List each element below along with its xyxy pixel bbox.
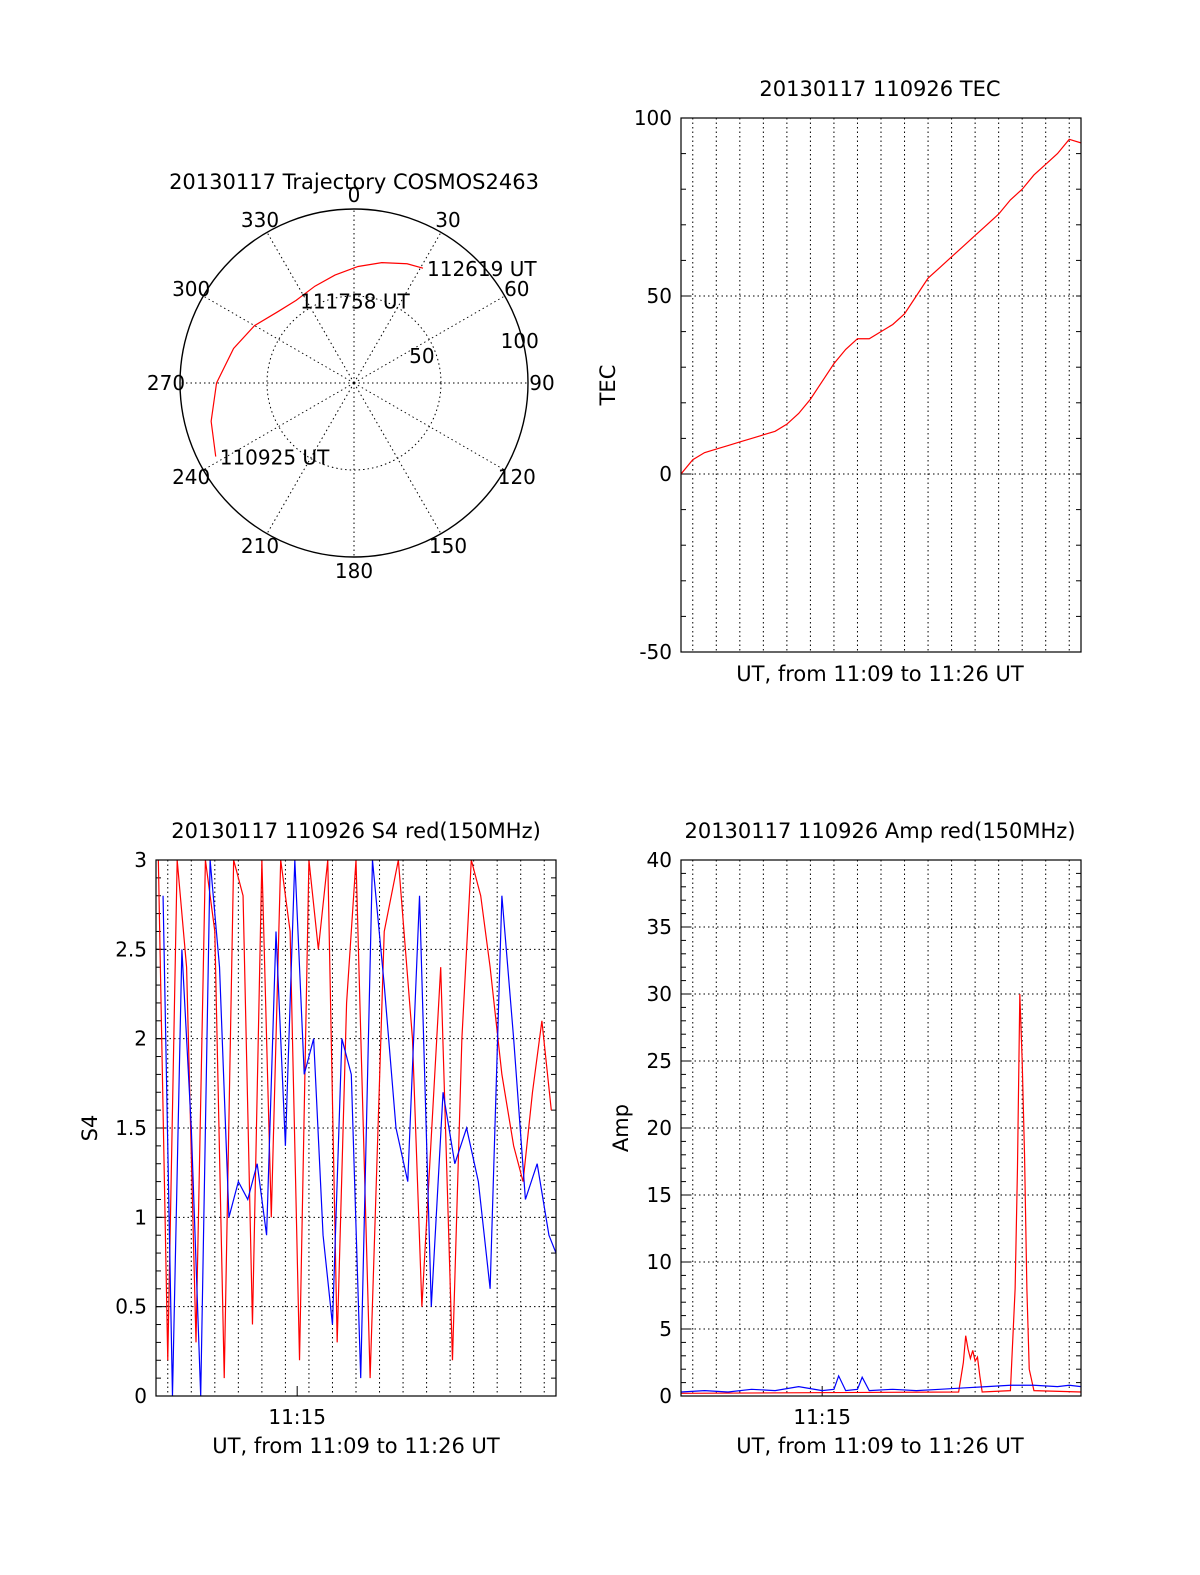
trajectory-title: 20130117 Trajectory COSMOS2463 [169, 170, 539, 194]
amp-title: 20130117 110926 Amp red(150MHz) [684, 819, 1075, 843]
polar-angle-label: 330 [241, 208, 279, 232]
polar-angle-label: 240 [172, 465, 210, 489]
polar-angle-label: 120 [498, 465, 536, 489]
trajectory-annotation: 111758 UT [300, 289, 410, 313]
amp-chart: 20130117 110926 Amp red(150MHz) Amp UT, … [609, 819, 1082, 1458]
tec-title: 20130117 110926 TEC [759, 77, 1000, 101]
s4-plot-area: 0 0.5 1 1.5 2 2.5 3 11:15 [115, 848, 557, 1429]
trajectory-annotation: 110925 UT [220, 446, 330, 470]
y-tick-label: 0 [659, 1384, 672, 1408]
amp-plot-area: 0 5 10 15 20 25 30 35 40 11:15 [647, 848, 1082, 1429]
polar-angle-label: 180 [335, 559, 373, 583]
polar-radius-label: 100 [501, 329, 539, 353]
trajectory-line [210, 262, 424, 457]
y-tick-label: 2 [134, 1027, 147, 1051]
y-tick-label: 5 [659, 1317, 672, 1341]
polar-grid: 0 30 60 90 120 150 180 210 240 270 300 330 50 100 [147, 183, 555, 583]
polar-spoke [203, 382, 355, 471]
polar-spoke [353, 232, 442, 384]
y-tick-label: 25 [647, 1049, 672, 1073]
series-line-red [681, 138, 1081, 475]
polar-spoke [266, 232, 355, 384]
polar-series [210, 262, 424, 457]
y-tick-label: 50 [647, 284, 672, 308]
polar-angle-label: 30 [435, 208, 460, 232]
y-tick-label: 0 [134, 1384, 147, 1408]
polar-spoke [353, 382, 505, 471]
s4-title: 20130117 110926 S4 red(150MHz) [171, 819, 541, 843]
x-tick-label: 11:15 [268, 1405, 326, 1429]
y-tick-label: 40 [647, 848, 672, 872]
series-line-red [681, 993, 1081, 1394]
polar-spoke [266, 382, 355, 534]
s4-y-axis-label: S4 [78, 1115, 102, 1142]
polar-annotations: 112619 UT 111758 UT 110925 UT [220, 257, 538, 469]
y-tick-label: 10 [647, 1250, 672, 1274]
tec-y-axis-label: TEC [596, 365, 620, 407]
y-tick-label: 2.5 [115, 937, 147, 961]
plot-frame [680, 117, 1082, 653]
polar-angle-label: 60 [504, 277, 529, 301]
polar-spoke [353, 295, 505, 384]
polar-outer-circle [179, 208, 529, 558]
plot-frame [155, 859, 557, 1397]
y-tick-label: 35 [647, 915, 672, 939]
amp-x-axis-label: UT, from 11:09 to 11:26 UT [736, 1434, 1024, 1458]
s4-x-axis-label: UT, from 11:09 to 11:26 UT [212, 1434, 500, 1458]
trajectory-annotation: 112619 UT [427, 257, 537, 281]
polar-angle-label: 300 [172, 277, 210, 301]
series-line-blue [681, 1374, 1081, 1393]
y-tick-label: -50 [639, 640, 672, 664]
y-tick-label: 100 [634, 106, 672, 130]
polar-angle-label: 210 [241, 534, 279, 558]
y-tick-label: 0 [659, 462, 672, 486]
tec-plot-area: -50 0 50 100 [634, 106, 1082, 664]
polar-angle-label: 0 [348, 183, 361, 207]
y-tick-label: 30 [647, 982, 672, 1006]
trajectory-polar-chart: 20130117 Trajectory COSMOS2463 0 30 60 90 12… [147, 170, 555, 583]
y-tick-label: 3 [134, 848, 147, 872]
polar-spoke [353, 382, 442, 534]
y-tick-label: 1 [134, 1205, 147, 1229]
polar-spoke [203, 295, 355, 384]
s4-chart: 20130117 110926 S4 red(150MHz) S4 UT, fr… [78, 819, 557, 1458]
polar-angle-label: 90 [529, 371, 554, 395]
tec-chart: 20130117 110926 TEC TEC UT, from 11:09 t… [596, 77, 1082, 686]
polar-radius-label: 50 [409, 344, 434, 368]
tec-x-axis-label: UT, from 11:09 to 11:26 UT [736, 662, 1024, 686]
series-line-red [157, 860, 552, 1379]
y-tick-label: 1.5 [115, 1116, 147, 1140]
y-tick-label: 0.5 [115, 1295, 147, 1319]
polar-angle-label: 150 [429, 534, 467, 558]
amp-y-axis-label: Amp [609, 1104, 633, 1152]
plot-frame [680, 859, 1082, 1397]
y-tick-label: 20 [647, 1116, 672, 1140]
polar-angle-label: 270 [147, 371, 185, 395]
y-tick-label: 15 [647, 1183, 672, 1207]
series-line-blue [162, 860, 556, 1396]
x-tick-label: 11:15 [793, 1405, 851, 1429]
